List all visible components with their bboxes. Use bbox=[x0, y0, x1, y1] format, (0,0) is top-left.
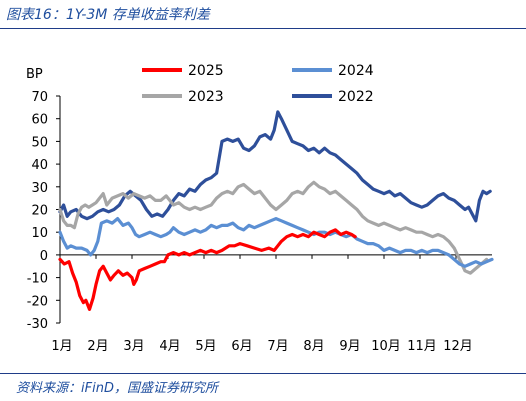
chart-axes: BP -30 -20 -10 0 10 20 30 40 50 60 70 1月 2月 3月 4月 5月 6月 7月… bbox=[26, 67, 492, 354]
figure-title: 图表16：1Y-3M 存单收益率利差 bbox=[6, 7, 210, 23]
y-tick-label: 60 bbox=[31, 113, 48, 128]
x-tick-label: 1月 bbox=[51, 339, 72, 354]
y-tick-label: 10 bbox=[31, 226, 48, 241]
legend-label-2025: 2025 bbox=[188, 63, 224, 79]
x-tick-label: 5月 bbox=[195, 339, 216, 354]
line-chart: BP -30 -20 -10 0 10 20 30 40 50 60 70 1月 2月 3月 4月 5月 6月 7月… bbox=[26, 63, 494, 354]
series-line-2024 bbox=[58, 217, 494, 268]
title-rule bbox=[0, 28, 526, 29]
source-note: 资料来源：iFinD，国盛证券研究所 bbox=[16, 381, 218, 396]
x-tick-label: 11月 bbox=[407, 339, 437, 354]
x-tick-label: 4月 bbox=[159, 339, 180, 354]
y-tick-label: -30 bbox=[27, 317, 48, 332]
y-tick-label: 0 bbox=[40, 249, 48, 264]
series-line-2023 bbox=[58, 180, 489, 275]
x-tick-label: 6月 bbox=[231, 339, 252, 354]
y-tick-label: 40 bbox=[31, 158, 48, 173]
x-tick-label: 7月 bbox=[267, 339, 288, 354]
y-tick-label: 30 bbox=[31, 181, 48, 196]
x-tick-label: 12月 bbox=[443, 339, 473, 354]
y-axis-label: BP bbox=[26, 67, 43, 82]
y-tick-label: 70 bbox=[31, 90, 48, 105]
y-tick-label: -10 bbox=[27, 272, 48, 287]
x-tick-label: 2月 bbox=[87, 339, 108, 354]
y-tick-label: -20 bbox=[27, 294, 48, 309]
chart-legend: 2025 2024 2023 2022 bbox=[142, 63, 374, 105]
legend-label-2023: 2023 bbox=[188, 89, 224, 105]
y-tick-label: 50 bbox=[31, 135, 48, 150]
legend-label-2024: 2024 bbox=[338, 63, 374, 79]
series-line-2025 bbox=[58, 228, 357, 311]
x-tick-label: 9月 bbox=[339, 339, 360, 354]
y-tick-label: 20 bbox=[31, 204, 48, 219]
series-line-2022 bbox=[58, 110, 492, 223]
source-rule bbox=[0, 373, 526, 374]
x-tick-label: 8月 bbox=[303, 339, 324, 354]
x-tick-label: 10月 bbox=[371, 339, 401, 354]
x-tick-label: 3月 bbox=[123, 339, 144, 354]
chart-series bbox=[58, 110, 494, 311]
legend-label-2022: 2022 bbox=[338, 89, 374, 105]
